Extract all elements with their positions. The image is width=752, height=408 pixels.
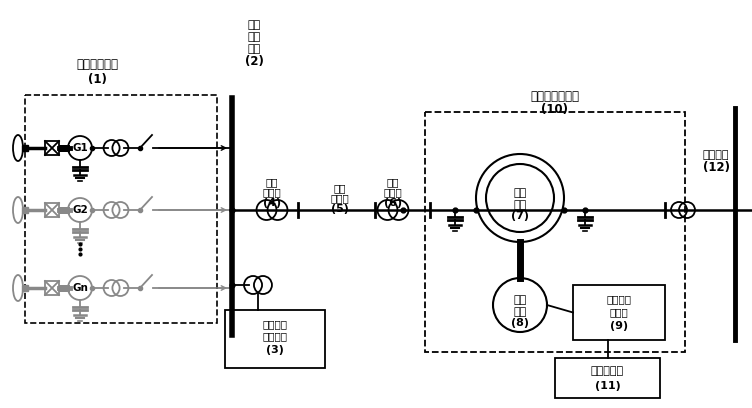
Text: 不间断电源: 不间断电源 xyxy=(591,366,624,376)
Bar xyxy=(22,207,28,213)
Bar xyxy=(225,310,325,368)
Text: (9): (9) xyxy=(610,321,628,331)
Text: 交流: 交流 xyxy=(247,32,261,42)
Bar xyxy=(22,145,28,151)
Text: Gn: Gn xyxy=(72,283,88,293)
Bar xyxy=(555,358,660,398)
Text: (8): (8) xyxy=(511,318,529,328)
Bar xyxy=(45,141,59,155)
Text: 升压: 升压 xyxy=(265,177,278,187)
Text: 电机: 电机 xyxy=(514,307,526,317)
Text: (1): (1) xyxy=(87,73,107,86)
Text: 补偿装置: 补偿装置 xyxy=(262,331,287,341)
Text: 直流电机: 直流电机 xyxy=(607,294,632,304)
Text: (11): (11) xyxy=(595,381,620,391)
Text: (6): (6) xyxy=(384,198,402,208)
Text: (2): (2) xyxy=(244,55,263,69)
Text: 直流: 直流 xyxy=(514,295,526,305)
Text: 降压: 降压 xyxy=(387,177,399,187)
Text: 电机: 电机 xyxy=(514,200,526,210)
Bar xyxy=(22,285,28,291)
Text: G2: G2 xyxy=(72,205,88,215)
Text: 动态无功: 动态无功 xyxy=(262,319,287,329)
Text: 工频电网: 工频电网 xyxy=(703,150,729,160)
Text: (4): (4) xyxy=(263,198,281,208)
Bar xyxy=(573,285,665,340)
Text: (3): (3) xyxy=(266,345,284,355)
Text: 可变频率变压器: 可变频率变压器 xyxy=(530,91,580,104)
Text: (10): (10) xyxy=(541,104,569,117)
Text: 高压: 高压 xyxy=(334,183,346,193)
Bar xyxy=(59,206,70,213)
Text: 双馈: 双馈 xyxy=(514,188,526,198)
Text: 变压器: 变压器 xyxy=(384,187,402,197)
Text: 变压器: 变压器 xyxy=(262,187,281,197)
Bar xyxy=(59,144,70,151)
Text: (5): (5) xyxy=(331,204,349,214)
Text: (7): (7) xyxy=(511,211,529,221)
Text: 变频: 变频 xyxy=(247,20,261,30)
Text: G1: G1 xyxy=(72,143,88,153)
Text: 驱动器: 驱动器 xyxy=(610,307,629,317)
Bar xyxy=(45,281,59,295)
Bar xyxy=(59,284,70,291)
Bar xyxy=(25,95,217,323)
Text: 笼型风电机群: 笼型风电机群 xyxy=(76,58,118,71)
Bar xyxy=(425,112,685,352)
Bar xyxy=(45,203,59,217)
Text: (12): (12) xyxy=(702,160,729,173)
Text: 母线: 母线 xyxy=(247,44,261,54)
Text: 输电线: 输电线 xyxy=(331,193,350,203)
